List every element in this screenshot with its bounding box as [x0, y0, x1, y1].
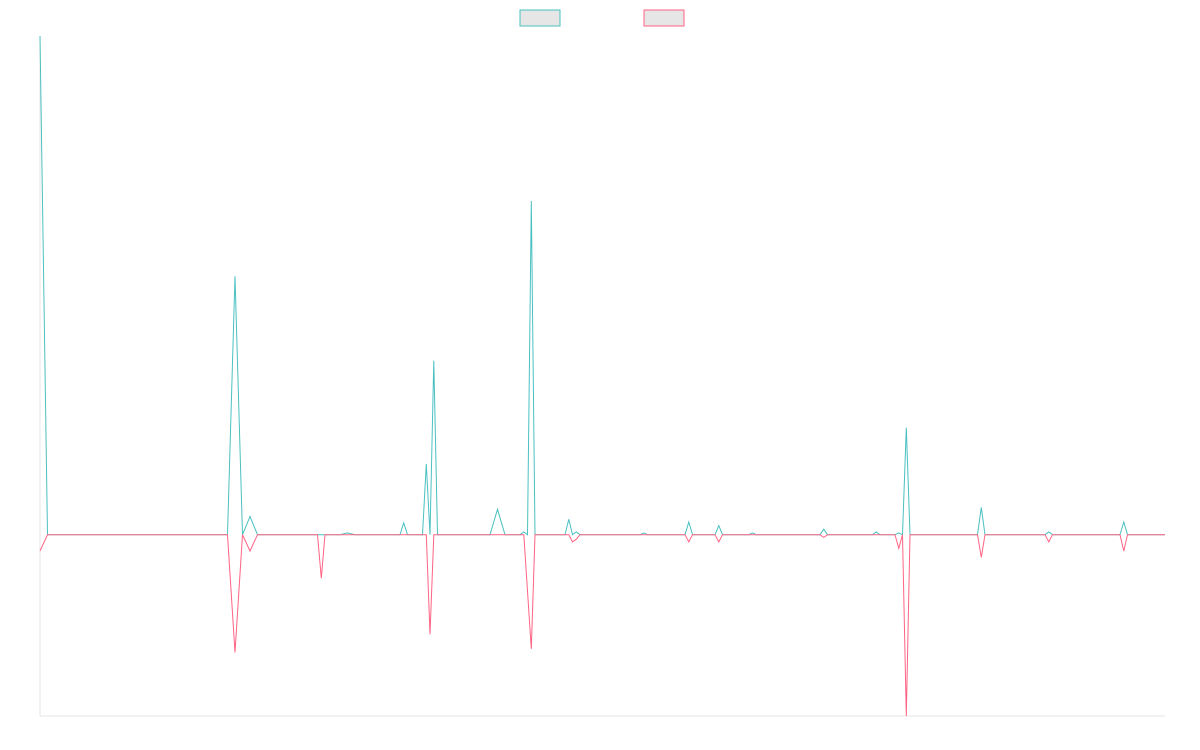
series-line-1 [39, 35, 1165, 536]
series-layer [39, 35, 1165, 717]
axes [39, 36, 1165, 717]
series-line-2 [39, 534, 1165, 717]
legend-swatch-1[interactable] [519, 9, 561, 27]
legend-swatch-2[interactable] [643, 9, 685, 27]
legend[interactable] [519, 9, 685, 27]
